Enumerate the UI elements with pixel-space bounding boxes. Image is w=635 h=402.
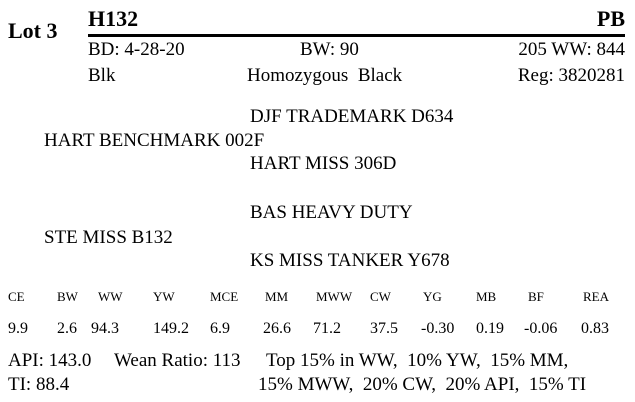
epd-value: -0.06	[524, 320, 558, 337]
epd-header: YW	[153, 289, 175, 304]
registration: Reg: 3820281	[517, 65, 625, 86]
dam-sire: BAS HEAVY DUTY	[250, 202, 413, 223]
epd-value: 0.19	[476, 320, 504, 337]
ti: TI: 88.4	[8, 374, 70, 395]
sire-dam: HART MISS 306D	[250, 153, 397, 174]
epd-header: MB	[476, 289, 497, 304]
color: Blk	[88, 65, 116, 86]
top-percent: 15% MWW, 20% CW, 20% API, 15% TI	[258, 374, 587, 395]
top-percent: Top 15% in WW, 10% YW, 15% MM,	[266, 350, 569, 371]
breed: PB	[596, 6, 625, 31]
epd-value: 149.2	[153, 320, 189, 337]
sire-sire: DJF TRADEMARK D634	[250, 106, 454, 127]
lot-label: Lot 3	[8, 18, 58, 43]
epd-value: 6.9	[210, 320, 230, 337]
epd-header: BW	[57, 289, 78, 304]
epd-header: MM	[265, 289, 289, 304]
epd-header: MWW	[316, 289, 353, 304]
epd-header: CW	[370, 289, 391, 304]
polled: Homozygous Black	[247, 65, 403, 86]
header-rule	[88, 34, 625, 37]
birth-date: BD: 4-28-20	[88, 39, 185, 60]
epd-value: 71.2	[313, 320, 341, 337]
epd-header: YG	[423, 289, 442, 304]
api: API: 143.0	[8, 350, 92, 371]
wean-ratio: Wean Ratio: 113	[114, 350, 241, 371]
epd-header: BF	[528, 289, 544, 304]
epd-value: 9.9	[8, 320, 28, 337]
epd-header: CE	[8, 289, 25, 304]
sire: HART BENCHMARK 002F	[44, 130, 265, 151]
animal-id: H132	[88, 6, 139, 31]
epd-value: -0.30	[421, 320, 455, 337]
dam-dam: KS MISS TANKER Y678	[250, 250, 450, 271]
epd-value: 0.83	[581, 320, 609, 337]
birth-weight: BW: 90	[300, 39, 359, 60]
epd-header: WW	[98, 289, 123, 304]
epd-header: REA	[583, 289, 609, 304]
epd-value: 37.5	[370, 320, 398, 337]
epd-header: MCE	[210, 289, 239, 304]
epd-value: 94.3	[91, 320, 119, 337]
weaning-weight: 205 WW: 844	[518, 39, 625, 60]
epd-value: 2.6	[57, 320, 77, 337]
epd-value: 26.6	[263, 320, 291, 337]
dam: STE MISS B132	[44, 227, 173, 248]
